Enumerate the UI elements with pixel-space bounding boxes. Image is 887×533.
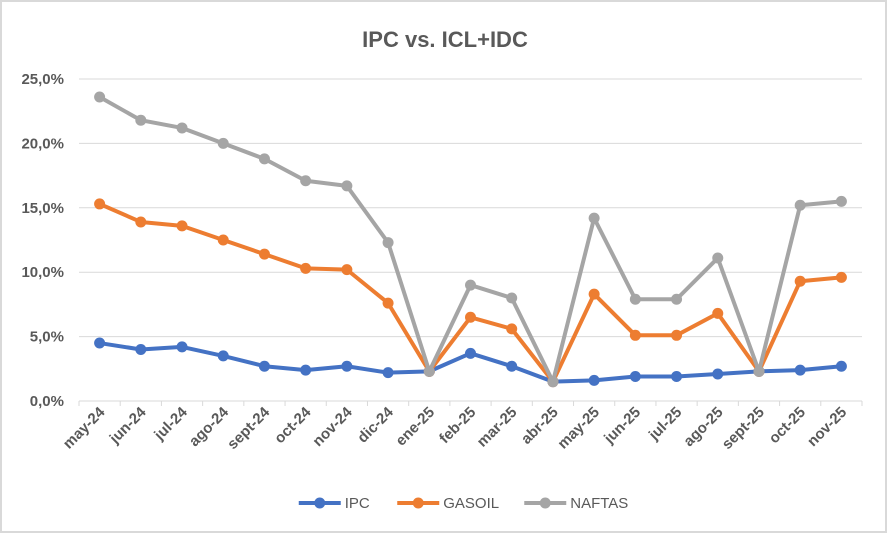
x-tick-label: dic-24 — [354, 403, 397, 446]
data-point-ipc — [135, 343, 147, 355]
series-naftas — [94, 91, 847, 388]
x-tick-label: sept-25 — [719, 404, 768, 453]
legend-item-naftas: NAFTAS — [524, 495, 628, 512]
data-point-naftas — [300, 175, 312, 187]
data-point-gasoil — [382, 297, 394, 309]
y-tick-label: 5,0% — [30, 329, 64, 346]
legend-label: NAFTAS — [570, 495, 628, 512]
data-point-gasoil — [176, 220, 188, 232]
series-gasoil — [94, 198, 847, 388]
data-point-ipc — [671, 371, 683, 383]
series-lines — [94, 91, 847, 388]
data-point-gasoil — [588, 288, 600, 300]
series-ipc — [94, 337, 847, 388]
data-point-gasoil — [217, 234, 229, 246]
y-tick-label: 15,0% — [21, 200, 64, 217]
data-point-gasoil — [794, 275, 806, 287]
legend-marker-icon — [314, 497, 326, 509]
data-point-gasoil — [506, 323, 518, 335]
x-tick-label: may-25 — [554, 404, 603, 453]
data-point-gasoil — [135, 216, 147, 228]
gridlines — [79, 78, 862, 338]
data-point-naftas — [217, 137, 229, 149]
data-point-naftas — [629, 293, 641, 305]
data-point-gasoil — [258, 248, 270, 260]
data-point-ipc — [300, 364, 312, 376]
data-point-naftas — [547, 376, 559, 388]
data-point-naftas — [94, 91, 106, 103]
x-tick-label: may-24 — [60, 403, 109, 452]
data-point-gasoil — [629, 329, 641, 341]
data-point-gasoil — [465, 311, 476, 323]
data-point-naftas — [506, 292, 518, 304]
data-point-ipc — [506, 360, 518, 372]
data-point-naftas — [753, 365, 765, 377]
data-point-ipc — [835, 360, 847, 372]
x-tick-label: jun-24 — [106, 403, 150, 447]
data-point-gasoil — [671, 329, 683, 341]
data-point-gasoil — [835, 271, 847, 283]
data-point-ipc — [712, 368, 724, 380]
data-point-naftas — [176, 122, 188, 134]
data-point-naftas — [423, 365, 435, 377]
legend-marker-icon — [412, 497, 424, 509]
data-point-ipc — [341, 360, 353, 372]
series-line-naftas — [97, 95, 844, 384]
y-axis-ticks: 0,0% 5,0% 10,0% 15,0% 20,0% 25,0% — [21, 71, 64, 410]
y-tick-label: 0,0% — [30, 393, 64, 410]
legend-label: GASOIL — [443, 495, 499, 512]
data-point-naftas — [712, 252, 724, 264]
x-tick-label: oct-25 — [766, 404, 809, 447]
y-tick-label: 20,0% — [21, 135, 64, 152]
data-point-gasoil — [94, 198, 106, 210]
data-point-ipc — [588, 374, 600, 386]
x-tick-label: nov-24 — [309, 403, 356, 450]
x-tick-label: feb-25 — [436, 404, 479, 447]
y-tick-label: 25,0% — [21, 71, 64, 88]
data-point-naftas — [382, 237, 394, 249]
legend-item-gasoil: GASOIL — [397, 495, 499, 512]
data-point-naftas — [671, 293, 683, 305]
x-tick-label: oct-24 — [271, 403, 315, 447]
data-point-naftas — [588, 212, 600, 224]
x-tick-label: jun-25 — [600, 404, 644, 448]
data-point-ipc — [94, 337, 106, 349]
data-point-naftas — [465, 279, 476, 291]
data-point-naftas — [135, 114, 147, 126]
x-tick-label: sept-24 — [224, 403, 274, 453]
legend: IPC GASOIL NAFTAS — [298, 495, 628, 512]
data-point-ipc — [465, 347, 476, 359]
data-point-ipc — [794, 364, 806, 376]
data-point-ipc — [382, 367, 394, 379]
y-tick-label: 10,0% — [21, 264, 64, 281]
x-tick-label: ene-25 — [392, 404, 438, 450]
legend-item-ipc: IPC — [298, 495, 370, 512]
data-point-gasoil — [300, 262, 312, 274]
x-tick-label: nov-25 — [804, 404, 850, 450]
legend-label: IPC — [345, 495, 370, 512]
data-point-naftas — [341, 180, 353, 192]
data-point-ipc — [258, 360, 270, 372]
data-point-naftas — [835, 195, 847, 207]
data-point-naftas — [794, 199, 806, 211]
x-tick-label: mar-25 — [474, 404, 521, 451]
data-point-gasoil — [341, 264, 353, 276]
legend-marker-icon — [539, 497, 551, 509]
chart-title: IPC vs. ICL+IDC — [362, 27, 528, 52]
data-point-naftas — [258, 153, 270, 165]
data-point-ipc — [217, 350, 229, 362]
data-point-ipc — [176, 341, 188, 353]
data-point-gasoil — [712, 307, 724, 319]
data-point-ipc — [629, 371, 641, 383]
